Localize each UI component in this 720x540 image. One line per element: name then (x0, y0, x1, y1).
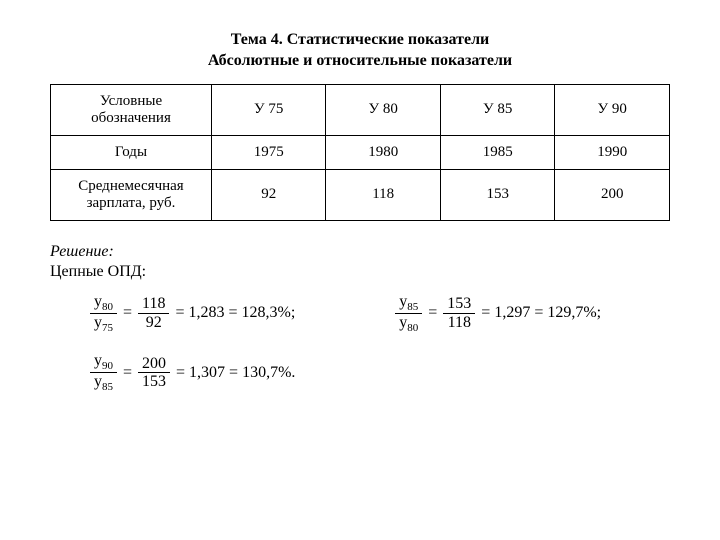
table-cell: У 75 (211, 84, 326, 135)
var: y (94, 352, 102, 369)
table-row: Условные обозначения У 75 У 80 У 85 У 90 (51, 84, 670, 135)
sub: 85 (102, 382, 113, 394)
table-row: Среднемесячная зарплата, руб. 92 118 153… (51, 169, 670, 220)
sub: 85 (407, 301, 418, 313)
table-cell: 118 (326, 169, 441, 220)
fraction-nums: 200 153 (138, 355, 170, 391)
var: y (94, 314, 102, 331)
row-label-cell: Среднемесячная зарплата, руб. (51, 169, 212, 220)
solution-label: Решение: (50, 243, 670, 261)
data-table: Условные обозначения У 75 У 80 У 85 У 90… (50, 84, 670, 221)
formula-row: y80 y75 = 118 92 = 1,283 = 128,3%; y85 y… (50, 293, 670, 335)
equals: = (123, 364, 132, 382)
table-cell: 200 (555, 169, 670, 220)
table-cell: У 85 (440, 84, 555, 135)
table-cell: У 90 (555, 84, 670, 135)
page-title: Тема 4. Статистические показатели Абсолю… (50, 30, 670, 72)
formula-item: y85 y80 = 153 118 = 1,297 = 129,7%; (395, 293, 601, 335)
den: 153 (138, 373, 170, 391)
row-label: Среднемесячная (61, 178, 201, 195)
row-label: Условные (61, 93, 201, 110)
table-cell: 1985 (440, 135, 555, 169)
sub: 80 (102, 301, 113, 313)
formula-row: y90 y85 = 200 153 = 1,307 = 130,7%. (50, 352, 670, 394)
row-sublabel: обозначения (61, 110, 201, 127)
num: 153 (443, 295, 475, 314)
sub: 90 (102, 360, 113, 372)
num: 118 (138, 295, 169, 314)
title-line-1: Тема 4. Статистические показатели (50, 30, 670, 51)
table-cell: 1990 (555, 135, 670, 169)
fraction-vars: y90 y85 (90, 352, 117, 394)
fraction-vars: y80 y75 (90, 293, 117, 335)
fraction-nums: 118 92 (138, 295, 169, 331)
row-sublabel: зарплата, руб. (61, 195, 201, 212)
formulas-block: y80 y75 = 118 92 = 1,283 = 128,3%; y85 y… (50, 293, 670, 394)
table-row: Годы 1975 1980 1985 1990 (51, 135, 670, 169)
result: = 1,297 = 129,7%; (481, 304, 601, 322)
equals: = (123, 304, 132, 322)
chain-label: Цепные ОПД: (50, 263, 670, 281)
var: y (94, 373, 102, 390)
den: 118 (444, 314, 475, 332)
table-cell: 1980 (326, 135, 441, 169)
fraction-nums: 153 118 (443, 295, 475, 331)
title-line-2: Абсолютные и относительные показатели (50, 51, 670, 72)
fraction-vars: y85 y80 (395, 293, 422, 335)
var: y (94, 293, 102, 310)
result: = 1,307 = 130,7%. (176, 364, 295, 382)
table-cell: У 80 (326, 84, 441, 135)
den: 92 (142, 314, 166, 332)
result: = 1,283 = 128,3%; (175, 304, 295, 322)
sub: 75 (102, 322, 113, 334)
equals: = (428, 304, 437, 322)
table-cell: 153 (440, 169, 555, 220)
row-label-cell: Условные обозначения (51, 84, 212, 135)
formula-item: y90 y85 = 200 153 = 1,307 = 130,7%. (90, 352, 295, 394)
sub: 80 (407, 322, 418, 334)
num: 200 (138, 355, 170, 374)
row-label: Годы (61, 144, 201, 161)
row-label-cell: Годы (51, 135, 212, 169)
table-cell: 92 (211, 169, 326, 220)
formula-item: y80 y75 = 118 92 = 1,283 = 128,3%; (90, 293, 295, 335)
table-cell: 1975 (211, 135, 326, 169)
